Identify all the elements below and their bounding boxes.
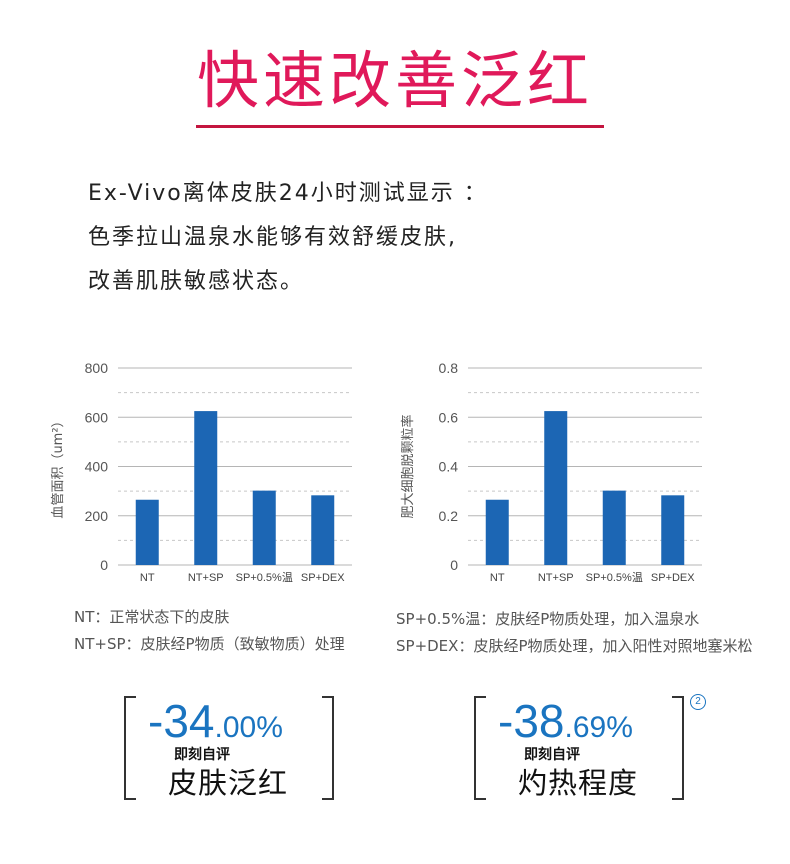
note-sp-dex: SP+DEX：皮肤经P物质处理，加入阳性对照地塞米松 [396,637,753,655]
title-underline [196,125,604,128]
y-tick-label: 0.8 [439,360,459,376]
y-axis-label: 肥大细胞脱颗粒率 [400,414,416,518]
y-tick-label: 0.6 [439,409,459,425]
y-tick-label: 600 [85,409,109,425]
y-tick-label: 0.4 [439,459,459,475]
x-tick-label: NT+SP [538,572,574,584]
footnote-mark: 2 [690,694,706,710]
intro-line-1: Ex-Vivo离体皮肤24小时测试显示 ： [88,181,488,206]
bar [485,499,509,565]
y-tick-label: 200 [85,508,109,524]
bar [544,411,568,565]
intro-text: Ex-Vivo离体皮肤24小时测试显示 ： 色季拉山温泉水能够有效舒缓皮肤, 改… [88,172,488,304]
stat-burning-value: -38.69% [498,695,633,747]
note-nt: NT：正常状态下的皮肤 [74,608,230,626]
stat-redness-label: 皮肤泛红 [168,766,289,800]
bar [194,411,218,565]
x-tick-label: SP+DEX [301,572,345,584]
notes-left: NT：正常状态下的皮肤 NT+SP：皮肤经P物质（致敏物质）处理 [74,604,345,658]
bar [661,495,685,565]
bracket-right [322,696,334,800]
note-nt-sp: NT+SP：皮肤经P物质（致敏物质）处理 [74,635,345,653]
x-tick-label: NT [490,572,505,584]
x-tick-label: SP+0.5%温 [586,571,643,584]
bracket-left [124,696,136,800]
x-tick-label: NT+SP [188,572,224,584]
x-tick-label: SP+DEX [651,572,695,584]
mast-cell-degranulation-chart: 0 0.2 0.4 0.6 0.8 肥大细胞脱颗粒率 NT NT+SP SP+0.5%温 SP+D… [400,360,702,584]
bar [252,490,276,565]
page-title: 快速改善泛红 [196,44,593,117]
x-tick-label: NT [140,572,155,584]
stat-redness-sub: 即刻自评 [174,747,230,763]
notes-right: SP+0.5%温：皮肤经P物质处理，加入温泉水 SP+DEX：皮肤经P物质处理，… [396,606,753,660]
vessel-area-chart: 0 200 400 600 800 血管面积（um²） NT NT+SP SP+0.5%温 SP+… [51,360,352,584]
stat-burning-label: 灼热程度 [518,766,639,800]
bracket-left [474,696,486,800]
y-tick-label: 800 [85,360,109,376]
y-axis-label: 血管面积（um²） [51,414,66,518]
stat-redness: -34.00% 即刻自评 皮肤泛红 [124,695,334,800]
stat-redness-value: -34.00% [148,695,283,747]
stat-burning-sub: 即刻自评 [524,747,580,763]
intro-line-2: 色季拉山温泉水能够有效舒缓皮肤, [88,225,457,250]
stat-burning: -38.69% 即刻自评 灼热程度 [474,695,684,800]
intro-line-3: 改善肌肤敏感状态。 [88,269,305,294]
bracket-right [672,696,684,800]
y-tick-label: 400 [85,459,109,475]
y-tick-label: 0.2 [439,508,459,524]
bar [135,499,159,565]
y-tick-label: 0 [100,557,108,573]
note-sp-hot-spring: SP+0.5%温：皮肤经P物质处理，加入温泉水 [396,610,700,628]
bar [602,490,626,565]
y-tick-label: 0 [450,557,458,573]
bar [311,495,335,565]
x-tick-label: SP+0.5%温 [236,571,293,584]
